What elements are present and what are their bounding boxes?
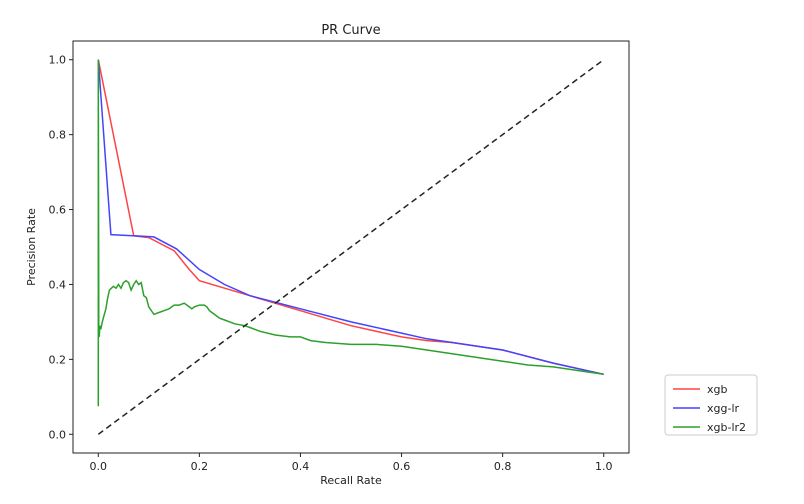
x-axis-label: Recall Rate bbox=[320, 474, 382, 487]
diagonal-reference-line bbox=[97, 59, 605, 435]
y-tick-label: 0.4 bbox=[49, 278, 67, 291]
x-tick-label: 0.8 bbox=[494, 460, 512, 473]
y-tick-label: 1.0 bbox=[49, 54, 67, 67]
series-line-xgb-lr2 bbox=[97, 59, 604, 407]
y-tick-label: 0.8 bbox=[49, 129, 67, 142]
x-tick-label: 0.6 bbox=[393, 460, 411, 473]
x-tick-label: 0.2 bbox=[191, 460, 209, 473]
chart-title: PR Curve bbox=[321, 23, 380, 38]
y-tick-label: 0.6 bbox=[49, 204, 67, 217]
legend-label-xgg-lr: xgg-lr bbox=[707, 402, 740, 415]
y-tick-label: 0.2 bbox=[49, 353, 67, 366]
x-tick-label: 0.4 bbox=[292, 460, 310, 473]
legend-frame bbox=[664, 374, 758, 436]
x-tick-label: 1.0 bbox=[595, 460, 613, 473]
legend-label-xgb: xgb bbox=[707, 383, 727, 396]
y-axis-label: Precision Rate bbox=[25, 208, 38, 286]
y-tick-label: 0.0 bbox=[49, 428, 67, 441]
x-tick-label: 0.0 bbox=[90, 460, 108, 473]
legend: xgb xgg-lr xgb-lr2 bbox=[664, 374, 758, 436]
plot-area bbox=[97, 59, 605, 435]
plot-frame bbox=[72, 40, 630, 454]
x-axis-ticks: 0.0 0.2 0.4 0.6 0.8 1.0 bbox=[90, 453, 613, 473]
legend-label-xgb-lr2: xgb-lr2 bbox=[707, 421, 746, 434]
y-axis-ticks: 0.0 0.2 0.4 0.6 0.8 1.0 bbox=[49, 54, 73, 441]
